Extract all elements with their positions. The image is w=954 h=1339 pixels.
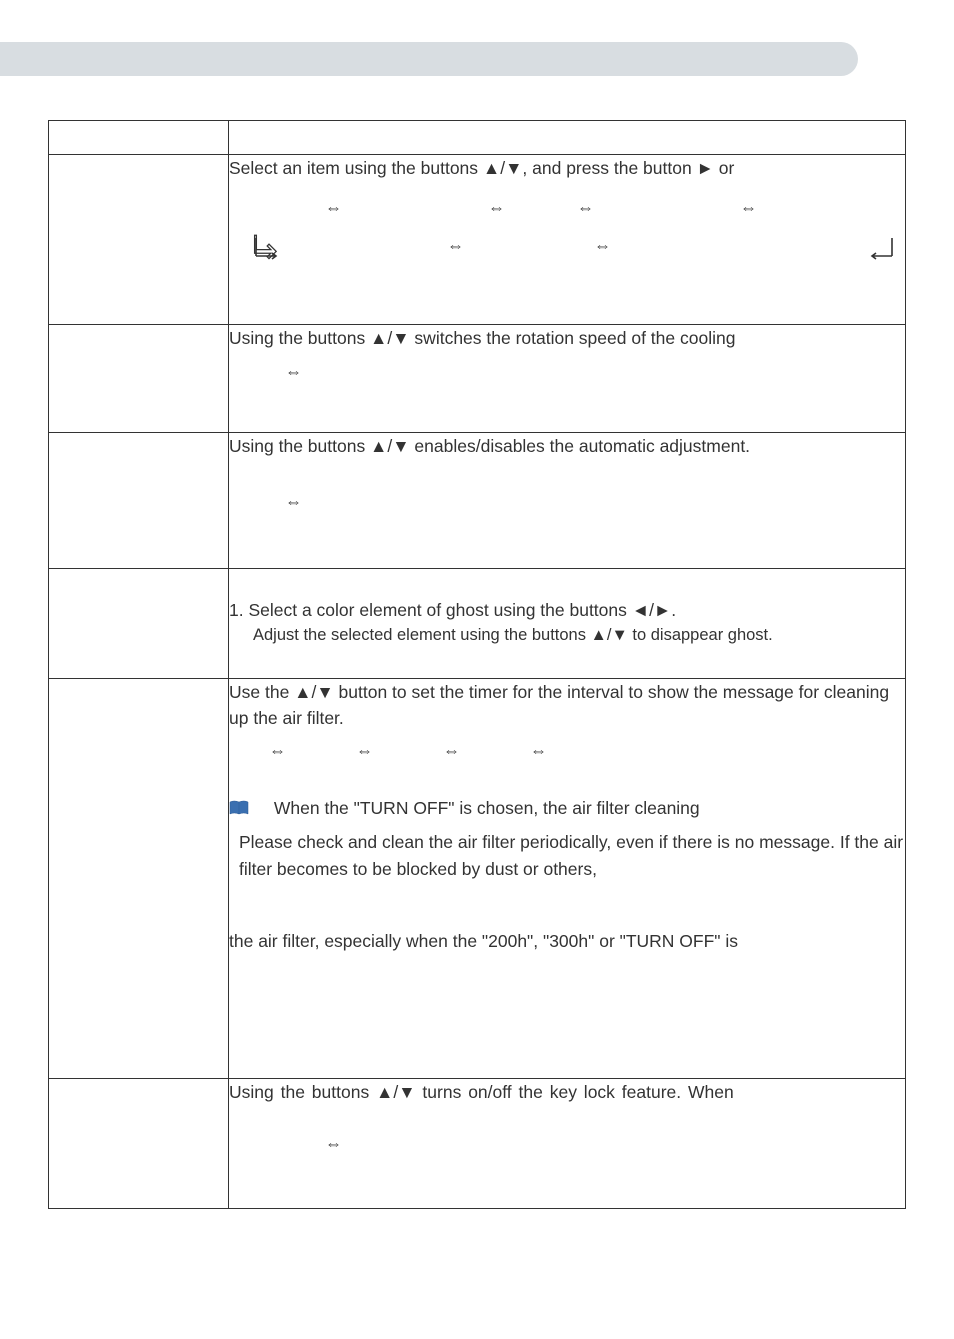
double-arrow-icon: ⇔ (577, 195, 594, 221)
double-arrow-icon: ⇔ (594, 233, 611, 259)
autoadjust-desc: Using the buttons ▲/▼ enables/disables t… (229, 433, 905, 459)
book-icon (229, 800, 249, 816)
step-down-icon (867, 231, 897, 261)
options-table: Select an item using the buttons ▲/▼, an… (48, 120, 906, 1209)
double-arrow-icon: ⇔ (325, 195, 342, 221)
double-arrow-icon: ⇔ (740, 195, 757, 221)
double-arrow-icon: ⇔ (443, 738, 460, 764)
table-row: Use the ▲/▼ button to set the timer for … (49, 679, 906, 1079)
table-header-spacer (49, 121, 906, 155)
double-arrow-icon: ⇔ (447, 233, 464, 259)
double-arrow-icon: ⇔ (285, 362, 302, 381)
keylock-desc: Using the buttons ▲/▼ turns on/off the k… (229, 1079, 905, 1105)
double-arrow-icon: ⇔ (530, 738, 547, 764)
step-up-icon (251, 231, 281, 261)
table-row: Using the buttons ▲/▼ enables/disables t… (49, 433, 906, 569)
filter-especially-desc: the air filter, especially when the "200… (229, 928, 905, 954)
header-pill (0, 42, 858, 76)
table-row: Select an item using the buttons ▲/▼, an… (49, 155, 906, 325)
table-row: 1. Select a color element of ghost using… (49, 569, 906, 679)
ghost-line2: Adjust the selected element using the bu… (229, 623, 905, 648)
filter-timer-desc: Use the ▲/▼ button to set the timer for … (229, 679, 905, 732)
double-arrow-icon: ⇔ (269, 738, 286, 764)
table-row: Using the buttons ▲/▼ switches the rotat… (49, 325, 906, 433)
mirror-desc: Select an item using the buttons ▲/▼, an… (229, 155, 905, 181)
double-arrow-icon: ⇔ (325, 1134, 342, 1153)
double-arrow-icon: ⇔ (488, 195, 505, 221)
turnoff-note: When the "TURN OFF" is chosen, the air f… (229, 795, 905, 821)
double-arrow-icon: ⇔ (356, 738, 373, 764)
double-arrow-icon: ⇔ (285, 492, 302, 511)
filter-check-desc: Please check and clean the air filter pe… (229, 829, 905, 882)
table-row: Using the buttons ▲/▼ turns on/off the k… (49, 1079, 906, 1209)
fan-desc: Using the buttons ▲/▼ switches the rotat… (229, 325, 905, 351)
ghost-line1: 1. Select a color element of ghost using… (229, 597, 905, 623)
